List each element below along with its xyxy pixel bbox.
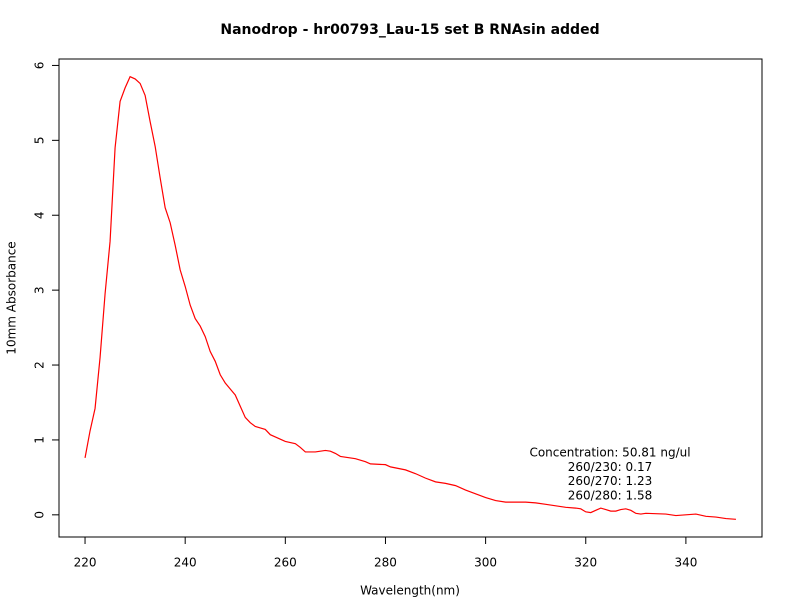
y-tick-label: 6: [33, 62, 47, 70]
x-axis-label: Wavelength(nm): [360, 584, 460, 598]
y-tick-label: 0: [33, 511, 47, 519]
plot-box: [58, 58, 763, 538]
y-axis-label: 10mm Absorbance: [5, 241, 19, 354]
y-tick-label: 3: [33, 286, 47, 294]
annotation: 260/280: 1.58: [568, 488, 652, 502]
annotation: 260/230: 0.17: [568, 460, 652, 474]
x-tick-label: 240: [174, 556, 197, 570]
annotation: 260/270: 1.23: [568, 474, 652, 488]
chart-title: Nanodrop - hr00793_Lau-15 set B RNAsin a…: [220, 22, 599, 38]
annotation: Concentration: 50.81 ng/ul: [529, 446, 690, 460]
y-tick-label: 4: [33, 211, 47, 219]
x-tick-label: 320: [574, 556, 597, 570]
x-tick-label: 340: [674, 556, 697, 570]
spectrum-line: [84, 75, 737, 520]
x-tick-label: 260: [274, 556, 297, 570]
x-tick-label: 220: [74, 556, 97, 570]
y-tick-label: 2: [33, 361, 47, 369]
x-tick-label: 300: [474, 556, 497, 570]
y-tick-label: 1: [33, 436, 47, 444]
y-tick-label: 5: [33, 137, 47, 145]
x-tick-label: 280: [374, 556, 397, 570]
